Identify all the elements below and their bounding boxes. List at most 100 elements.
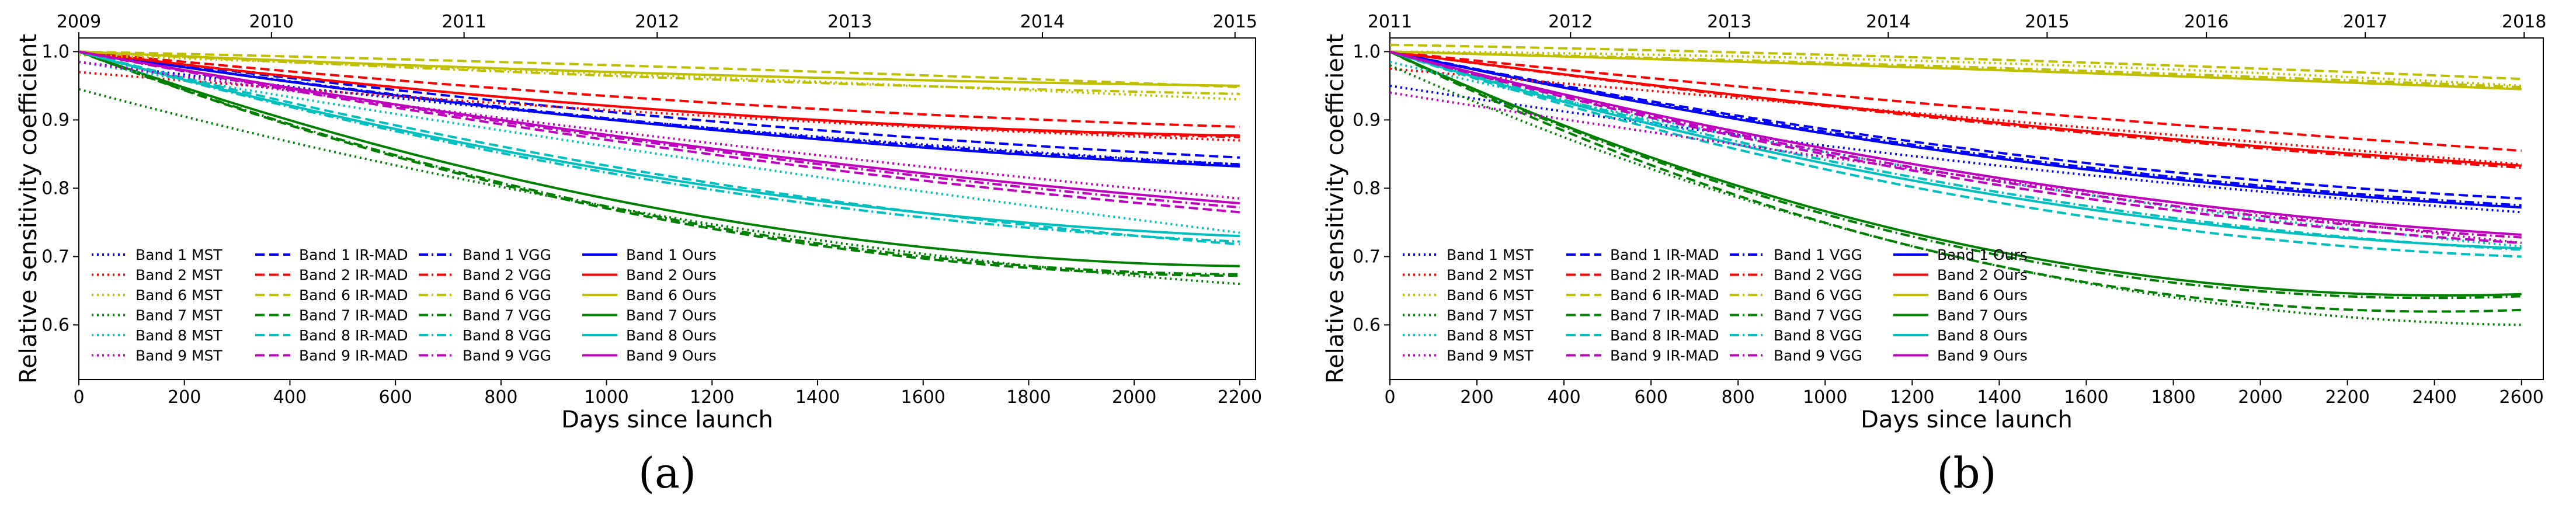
legend-item: Band 1 IR-MAD: [255, 246, 408, 263]
legend-label: Band 6 MST: [135, 287, 223, 304]
series-line-band-8-ir-mad: [79, 50, 1240, 246]
legend-label: Band 1 MST: [135, 246, 223, 263]
series-group: [79, 50, 1240, 286]
top-year-label: 2017: [2343, 12, 2387, 32]
series-line-band-6-ours: [79, 50, 1240, 87]
y-tick-label: 0.9: [1353, 110, 1381, 130]
x-tick-label: 1800: [1006, 387, 1051, 408]
legend-label: Band 2 Ours: [626, 267, 717, 284]
legend-item: Band 1 Ours: [1893, 246, 2028, 263]
top-year-label: 2009: [57, 12, 101, 32]
series-line-band-8-ours: [1390, 50, 2522, 250]
panel-label: (b): [1937, 448, 1996, 497]
legend-item: Band 6 Ours: [582, 287, 717, 304]
legend-label: Band 1 Ours: [626, 246, 717, 263]
panel-b-chart: 0 200 400 600 800 1000 1200 1400 1600 1800 2000 220…: [1322, 12, 2546, 497]
legend-item: Band 8 IR-MAD: [255, 327, 408, 344]
legend-label: Band 7 Ours: [1937, 307, 2028, 324]
x-tick-label: 1000: [1803, 387, 1847, 408]
legend-item: Band 2 VGG: [419, 267, 551, 284]
x-tick-label: 1400: [795, 387, 840, 408]
top-year-label: 2012: [1548, 12, 1593, 32]
x-tick-label: 400: [273, 387, 307, 408]
series-line-band-7-ir-mad: [1390, 50, 2522, 313]
legend-item: Band 7 IR-MAD: [255, 307, 408, 324]
legend-item: Band 9 MST: [92, 347, 223, 364]
legend-label: Band 7 IR-MAD: [299, 307, 408, 324]
series-line-band-2-ours: [79, 50, 1240, 137]
series-group: [1390, 43, 2522, 326]
series-line-band-9-mst: [1390, 91, 2522, 244]
x-tick-label: 2200: [2325, 387, 2369, 408]
legend-label: Band 8 Ours: [1937, 327, 2028, 344]
legend-label: Band 1 Ours: [1937, 246, 2028, 263]
legend-item: Band 7 MST: [92, 307, 223, 324]
legend-item: Band 8 VGG: [1730, 327, 1862, 344]
legend-label: Band 6 IR-MAD: [1610, 287, 1719, 304]
legend-label: Band 7 Ours: [626, 307, 717, 324]
panel-label: (a): [638, 448, 696, 497]
series-line-band-2-ours: [1390, 50, 2522, 167]
series-line-band-6-ir-mad: [79, 50, 1240, 89]
x-tick-label: 2600: [2499, 387, 2544, 408]
legend-label: Band 9 Ours: [1937, 347, 2028, 364]
legend-label: Band 1 VGG: [1774, 246, 1862, 263]
legend-label: Band 6 MST: [1447, 287, 1534, 304]
x-tick-label: 0: [1384, 387, 1395, 408]
legend-item: Band 9 Ours: [582, 347, 717, 364]
legend-item: Band 8 Ours: [1893, 327, 2028, 344]
series-line-band-2-vgg: [1390, 50, 2522, 169]
legend-item: Band 2 IR-MAD: [1566, 267, 1719, 284]
legend-label: Band 2 IR-MAD: [299, 267, 408, 284]
top-year-label: 2014: [1020, 12, 1065, 32]
series-line-band-7-vgg: [1390, 50, 2522, 300]
legend-label: Band 7 VGG: [1774, 307, 1862, 324]
legend-label: Band 6 Ours: [1937, 287, 2028, 304]
series-line-band-1-mst: [1390, 84, 2522, 214]
legend-label: Band 6 VGG: [463, 287, 551, 304]
x-tick-label: 1600: [2064, 387, 2108, 408]
legend-item: Band 7 MST: [1403, 307, 1534, 324]
legend-item: Band 1 IR-MAD: [1566, 246, 1719, 263]
series-line-band-7-mst: [79, 88, 1240, 286]
series-line-band-9-ir-mad: [1390, 50, 2522, 244]
legend-item: Band 7 Ours: [582, 307, 717, 324]
legend-label: Band 2 IR-MAD: [1610, 267, 1719, 284]
x-tick-label: 0: [73, 387, 84, 408]
y-tick-label: 1.0: [41, 41, 69, 62]
series-line-band-9-ours: [1390, 50, 2522, 236]
x-tick-label: 800: [484, 387, 517, 408]
legend-label: Band 9 MST: [1447, 347, 1534, 364]
legend-label: Band 7 MST: [135, 307, 223, 324]
top-year-label: 2011: [441, 12, 486, 32]
legend-label: Band 2 VGG: [1774, 267, 1862, 284]
legend-item: Band 6 IR-MAD: [255, 287, 408, 304]
legend-item: Band 7 VGG: [1730, 307, 1862, 324]
x-tick-label: 2200: [1218, 387, 1262, 408]
legend-item: Band 6 IR-MAD: [1566, 287, 1719, 304]
series-line-band-1-ours: [79, 50, 1240, 168]
legend-item: Band 7 Ours: [1893, 307, 2028, 324]
legend-item: Band 6 VGG: [419, 287, 551, 304]
legend-item: Band 1 VGG: [419, 246, 551, 263]
legend-label: Band 6 Ours: [626, 287, 717, 304]
legend-item: Band 1 MST: [92, 246, 223, 263]
x-tick-label: 200: [1460, 387, 1493, 408]
legend-label: Band 2 Ours: [1937, 267, 2028, 284]
series-line-band-1-ir-mad: [79, 50, 1240, 159]
series-line-band-7-ours: [1390, 50, 2522, 297]
series-line-band-1-ir-mad: [1390, 50, 2522, 200]
x-tick-label: 600: [1635, 387, 1668, 408]
x-tick-label: 1200: [690, 387, 734, 408]
legend-item: Band 6 VGG: [1730, 287, 1862, 304]
series-line-band-1-vgg: [79, 50, 1240, 166]
x-axis-label: Days since launch: [1861, 406, 2073, 433]
series-line-band-2-ir-mad: [79, 50, 1240, 128]
y-axis-label: Relative sensitivity coefficient: [1322, 34, 1349, 384]
legend-item: Band 9 MST: [1403, 347, 1534, 364]
x-tick-label: 2400: [2412, 387, 2456, 408]
legend-item: Band 2 MST: [1403, 267, 1534, 284]
legend-label: Band 8 MST: [135, 327, 223, 344]
series-line-band-9-vgg: [79, 50, 1240, 209]
legend-item: Band 2 VGG: [1730, 267, 1862, 284]
